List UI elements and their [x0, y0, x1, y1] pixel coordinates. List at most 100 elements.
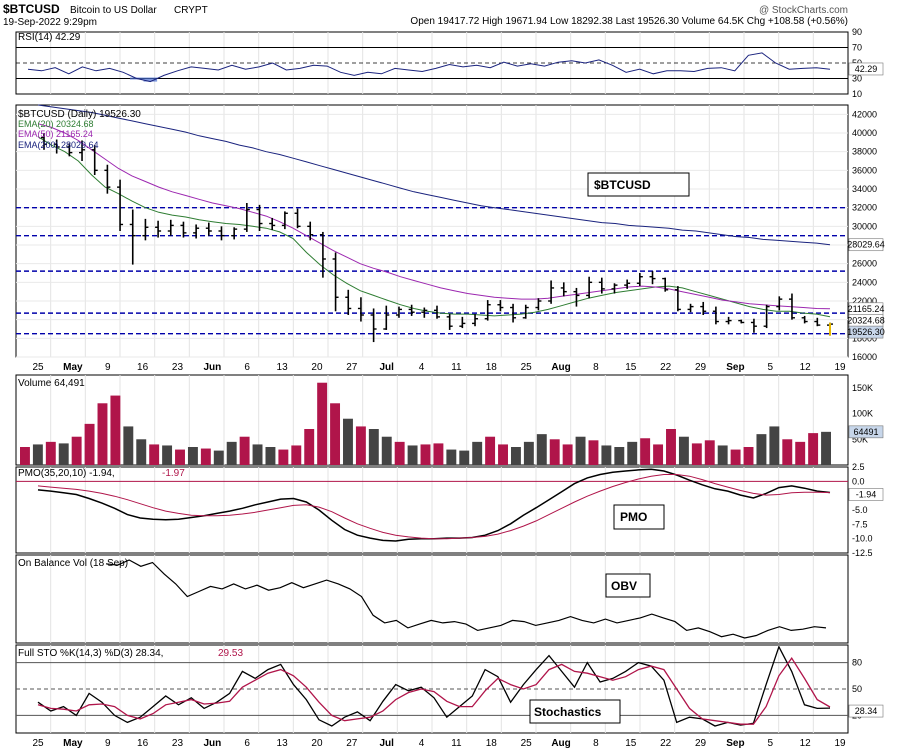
volume-bar	[821, 431, 831, 465]
price-last-tag-text: 19526.30	[847, 327, 885, 337]
price-bar	[750, 318, 757, 333]
rsi-title: RSI(14) 42.29	[18, 32, 81, 43]
mid-axis-label: 13	[277, 362, 289, 373]
bottom-axis-label: 12	[800, 738, 812, 749]
volume-bar	[187, 447, 198, 465]
mid-axis-label: Sep	[726, 362, 744, 373]
sto-k-line	[37, 645, 831, 727]
bottom-axis-label: 20	[311, 738, 323, 749]
volume-bar	[691, 443, 702, 465]
stochastics-panel: 80502028.34	[15, 644, 884, 734]
price-ytick: 38000	[852, 147, 877, 157]
volume-bar	[291, 445, 302, 465]
pmo-signal-title: -1.97	[162, 468, 185, 479]
price-bar	[218, 226, 225, 241]
price-bar	[662, 277, 669, 292]
bottom-axis-label: 6	[244, 738, 250, 749]
obv-panel	[15, 554, 849, 644]
bottom-axis-label: Aug	[551, 738, 570, 749]
price-bar	[725, 316, 732, 325]
volume-bar	[381, 436, 392, 465]
price-bar	[636, 273, 643, 287]
volume-bar	[175, 449, 185, 465]
volume-bar	[97, 403, 108, 465]
obv-line	[105, 559, 827, 639]
price-bar	[395, 306, 402, 318]
rsi-ytick: 10	[852, 89, 862, 99]
volume-bar	[355, 426, 366, 465]
price-bar	[256, 204, 263, 231]
mid-axis-label: 8	[593, 362, 599, 373]
mid-axis-label: Aug	[551, 362, 570, 373]
volume-bar	[769, 426, 780, 465]
bottom-axis-label: 4	[419, 738, 425, 749]
price-ytick: 42000	[852, 109, 877, 119]
volume-bar	[614, 447, 625, 465]
price-bar	[41, 133, 47, 150]
price-bar	[814, 317, 821, 327]
price-title: $BTCUSD (Daily) 19526.30	[18, 109, 141, 120]
header-name: Bitcoin to US Dollar	[70, 5, 157, 16]
volume-bar	[808, 433, 819, 465]
bottom-axis-label: 23	[172, 738, 184, 749]
bottom-axis-label: 15	[625, 738, 637, 749]
header-symbol: $BTCUSD	[3, 2, 60, 16]
volume-bar	[666, 429, 676, 465]
price-bar	[763, 304, 770, 329]
volume-bar	[730, 449, 741, 465]
volume-bar	[213, 450, 224, 465]
price-bar	[205, 222, 212, 236]
bottom-axis-label: 13	[277, 738, 289, 749]
pmo-ytick: 0.0	[852, 476, 865, 486]
volume-bar	[446, 449, 457, 465]
bottom-axis-label: Jul	[379, 738, 394, 749]
price-bar	[193, 224, 200, 239]
price-ytick: 30000	[852, 221, 877, 231]
bottom-axis-label: 16	[137, 738, 149, 749]
volume-bar	[756, 434, 767, 465]
mid-axis-label: 15	[625, 362, 637, 373]
rsi-oversold-fill	[143, 77, 158, 82]
pmo-title: PMO(35,20,10) -1.94,	[18, 468, 115, 479]
watermark-text: @ StockCharts.com	[759, 5, 848, 16]
rsi-ytick: 30	[852, 74, 862, 84]
pmo-last-tag-box	[848, 488, 884, 501]
volume-bar	[149, 444, 160, 465]
price-bar	[332, 252, 339, 312]
sto-last-tag-box	[848, 704, 884, 718]
pmo-signal-line	[37, 474, 831, 540]
ema20-line	[37, 136, 831, 318]
price-bar	[383, 305, 390, 330]
volume-last-tag-text: 64491	[853, 427, 878, 437]
price-bar	[611, 283, 618, 294]
mid-axis-label: 19	[834, 362, 846, 373]
volume-bar	[485, 436, 496, 465]
price-bar	[484, 300, 491, 321]
pmo-panel: 2.50.0-2.5-5.0-7.5-10.0-12.5-1.94	[15, 462, 884, 558]
mid-axis-label: 5	[767, 362, 773, 373]
price-bar	[522, 304, 529, 319]
mid-axis-label: 6	[244, 362, 250, 373]
volume-bar	[136, 439, 147, 465]
price-panel: 4200040000380003600034000320003000028000…	[15, 104, 885, 362]
price-bar	[712, 306, 719, 325]
sto-ytick: 80	[852, 658, 862, 668]
volume-bar	[343, 418, 353, 465]
price-bar	[738, 319, 745, 324]
mid-axis-label: 22	[660, 362, 672, 373]
volume-bar	[123, 426, 134, 465]
price-bar	[827, 322, 833, 336]
volume-bar	[498, 444, 508, 465]
price-bar	[421, 307, 428, 318]
obv-title: On Balance Vol (18 Sep)	[18, 558, 128, 569]
price-bar	[801, 315, 808, 324]
price-bar	[79, 140, 86, 161]
bottom-axis-label: 29	[695, 738, 707, 749]
price-bar	[307, 221, 314, 241]
volume-bar	[45, 441, 56, 465]
mid-axis-label: 29	[695, 362, 707, 373]
volume-bar	[239, 436, 250, 465]
bottom-axis-label: 5	[767, 738, 773, 749]
price-bar	[142, 218, 149, 241]
